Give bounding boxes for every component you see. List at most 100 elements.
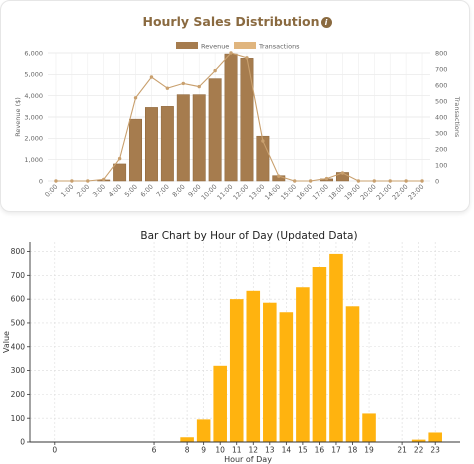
x-tick-label: 23	[430, 446, 440, 455]
x-tick-label: 22:00	[391, 183, 410, 202]
y2-tick-label: 800	[435, 49, 447, 57]
transactions-point	[277, 174, 281, 178]
revenue-bar	[113, 163, 127, 182]
y-tick-label: 500	[11, 319, 26, 328]
info-icon[interactable]: i	[320, 17, 332, 28]
y-tick-label: 1,000	[24, 156, 43, 164]
hourly-sales-chart: Revenue Transactions 0 1,000 2,000 3,000 4,000…	[14, 42, 461, 202]
revenue-bar	[192, 94, 206, 182]
transactions-point	[117, 156, 122, 161]
x-tick-label: 2:00	[75, 183, 91, 199]
transactions-point	[54, 179, 58, 183]
y2-tick-label: 200	[435, 145, 447, 153]
value-bar	[296, 287, 310, 442]
value-bar	[329, 253, 343, 442]
x-tick-label: 11:00	[216, 183, 235, 202]
x-axis-label: Hour of Day	[224, 455, 272, 464]
y-axis-label: Value	[2, 331, 11, 353]
value-bar	[229, 299, 244, 442]
y-tick-label: 800	[11, 247, 26, 256]
x-tick-label: 1:00	[59, 183, 75, 199]
y-axis-label: Revenue ($)	[14, 97, 22, 137]
x-tick-label: 16	[315, 446, 325, 455]
x-tick-label: 11	[232, 446, 242, 455]
transactions-point	[356, 179, 361, 183]
revenue-bar	[176, 94, 190, 182]
x-tick-label: 12:00	[231, 183, 250, 202]
y-tick-label: 0	[39, 177, 43, 185]
chart1-title-row: Hourly Sales Distribution i	[0, 14, 474, 29]
value-bar	[428, 432, 442, 442]
x-tick-label: 15	[298, 446, 308, 455]
transactions-point	[229, 51, 233, 55]
y-tick-label: 5,000	[24, 71, 43, 79]
revenue-bar	[240, 58, 254, 182]
x-tick-label: 6:00	[139, 183, 155, 199]
legend-label-revenue: Revenue	[201, 43, 229, 51]
x-tick-label: 10	[215, 446, 225, 455]
revenue-bar	[145, 107, 158, 182]
value-bar	[213, 365, 227, 442]
legend-swatch-revenue	[176, 42, 198, 49]
chart1-title: Hourly Sales Distribution	[142, 14, 320, 29]
y-tick-label: 600	[11, 295, 26, 304]
y-tick-label: 400	[11, 342, 26, 351]
chart2-title: Bar Chart by Hour of Day (Updated Data)	[140, 230, 357, 242]
y-tick-label: 700	[11, 271, 26, 280]
value-bar	[196, 419, 211, 442]
x-tick-label: 8:00	[171, 183, 187, 199]
value-bar	[345, 306, 360, 442]
transactions-point	[324, 176, 329, 181]
x-tick-label: 22	[414, 446, 424, 455]
x-tick-label: 15:00	[279, 183, 298, 202]
x-tick-label: 18	[348, 446, 358, 455]
x-tick-label: 19	[364, 446, 374, 455]
x-tick-label: 6	[152, 446, 157, 455]
x-tick-label: 7:00	[155, 183, 171, 199]
x-tick-label: 13:00	[247, 183, 266, 202]
y-tick-label: 2,000	[24, 135, 43, 143]
transactions-point	[245, 56, 249, 60]
legend-swatch-transactions	[234, 42, 256, 49]
transactions-point	[261, 139, 265, 143]
transactions-point	[102, 177, 106, 182]
y2-tick-label: 500	[435, 97, 447, 105]
x-tick-label: 3:00	[91, 183, 107, 199]
y-tick-label: 4,000	[24, 92, 43, 100]
legend-label-transactions: Transactions	[258, 43, 300, 51]
value-bar	[263, 302, 277, 442]
transactions-point	[197, 84, 201, 89]
transactions-point	[293, 179, 297, 183]
x-tick-label: 16:00	[295, 183, 314, 202]
x-tick-label: 5:00	[123, 183, 139, 199]
revenue-bar	[160, 106, 174, 182]
x-tick-label: 18:00	[327, 183, 346, 202]
y-tick-label: 100	[11, 414, 26, 423]
x-tick-label: 9	[201, 446, 206, 455]
y2-tick-label: 600	[435, 81, 447, 89]
transactions-point	[388, 179, 392, 183]
revenue-bar	[129, 118, 142, 182]
x-tick-label: 13	[265, 446, 275, 455]
revenue-bar	[208, 78, 222, 182]
value-bar	[362, 413, 376, 442]
transactions-point	[70, 179, 74, 183]
transactions-line	[55, 52, 423, 182]
x-tick-label: 21	[397, 446, 407, 455]
x-tick-label: 0:00	[43, 183, 59, 199]
value-bar	[312, 267, 327, 442]
value-bar	[246, 290, 261, 442]
value-bar	[411, 439, 426, 442]
x-tick-label: 19:00	[343, 183, 362, 202]
x-tick-label: 14	[282, 446, 292, 455]
revenue-bar	[256, 135, 270, 182]
transactions-point	[86, 179, 90, 183]
x-tick-label: 21:00	[375, 183, 394, 202]
y-tick-label: 3,000	[24, 113, 43, 121]
y-tick-label: 200	[11, 390, 26, 399]
x-tick-label: 4:00	[107, 183, 123, 199]
x-tick-label: 20:00	[359, 183, 378, 202]
y-tick-label: 6,000	[24, 49, 43, 57]
y-tick-label: 0	[20, 438, 25, 447]
x-tick-label: 14:00	[263, 183, 282, 202]
